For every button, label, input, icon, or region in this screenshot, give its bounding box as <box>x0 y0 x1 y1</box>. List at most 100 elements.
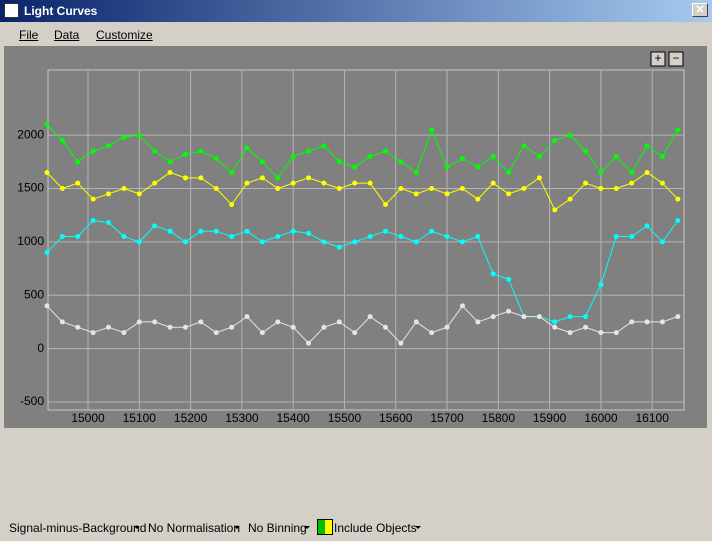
data-point <box>506 308 512 314</box>
data-point <box>213 156 219 162</box>
data-point <box>275 175 281 181</box>
data-point <box>259 159 265 165</box>
zoom-out-label[interactable]: − <box>672 51 679 65</box>
data-point <box>44 303 50 309</box>
data-point <box>352 330 358 336</box>
data-point <box>121 185 127 191</box>
data-point <box>413 191 419 197</box>
zoom-in-label[interactable]: + <box>654 51 661 65</box>
objects-dropdown[interactable]: Include Objects <box>334 521 417 535</box>
data-point <box>675 196 681 202</box>
data-point <box>59 234 65 240</box>
data-point <box>382 324 388 330</box>
data-point <box>213 228 219 234</box>
data-point <box>75 180 81 186</box>
data-point <box>44 250 50 256</box>
x-tick-label: 15800 <box>482 411 516 425</box>
data-point <box>613 330 619 336</box>
data-point <box>583 180 589 186</box>
data-point <box>136 132 142 138</box>
data-point <box>613 234 619 240</box>
data-point <box>429 185 435 191</box>
x-tick-label: 15100 <box>123 411 157 425</box>
data-point <box>444 164 450 170</box>
data-point <box>659 239 665 245</box>
close-button[interactable]: ✕ <box>692 3 708 17</box>
data-point <box>552 319 558 325</box>
data-point <box>613 185 619 191</box>
data-point <box>659 319 665 325</box>
menu-item[interactable]: Data <box>54 28 80 42</box>
data-point <box>182 324 188 330</box>
data-point <box>583 324 589 330</box>
data-point <box>583 148 589 154</box>
dropdown-arrow[interactable] <box>234 526 240 529</box>
data-point <box>290 153 296 159</box>
data-point <box>90 196 96 202</box>
data-point <box>290 324 296 330</box>
series-line <box>46 124 679 179</box>
data-point <box>552 207 558 213</box>
signal-dropdown[interactable]: Signal-minus-Background <box>9 521 147 535</box>
data-point <box>398 340 404 346</box>
data-point <box>367 153 373 159</box>
x-tick-label: 16100 <box>636 411 670 425</box>
data-point <box>336 244 342 250</box>
data-point <box>629 180 635 186</box>
data-point <box>152 180 158 186</box>
binning-dropdown[interactable]: No Binning <box>248 521 307 535</box>
data-point <box>106 324 112 330</box>
data-point <box>321 180 327 186</box>
data-point <box>629 319 635 325</box>
data-point <box>644 143 650 149</box>
data-point <box>352 239 358 245</box>
data-point <box>490 314 496 320</box>
data-point <box>675 127 681 133</box>
data-point <box>259 175 265 181</box>
app-icon <box>4 3 19 18</box>
data-point <box>598 282 604 288</box>
data-point <box>244 145 250 151</box>
data-point <box>244 314 250 320</box>
data-point <box>198 175 204 181</box>
data-point <box>506 169 512 175</box>
data-point <box>598 185 604 191</box>
data-point <box>44 169 50 175</box>
menu-item[interactable]: Customize <box>96 28 153 42</box>
data-point <box>182 239 188 245</box>
y-tick-label: 1000 <box>17 234 44 248</box>
data-point <box>167 228 173 234</box>
data-point <box>536 314 542 320</box>
data-point <box>152 319 158 325</box>
y-tick-label: 500 <box>24 287 44 301</box>
data-point <box>583 314 589 320</box>
window-title: Light Curves <box>24 4 98 18</box>
data-point <box>413 239 419 245</box>
data-point <box>598 169 604 175</box>
normalisation-dropdown[interactable]: No Normalisation <box>148 521 241 535</box>
data-point <box>506 276 512 282</box>
dropdown-arrow[interactable] <box>134 526 140 529</box>
zoom-out[interactable] <box>668 51 684 67</box>
menu-item[interactable]: File <box>19 28 39 42</box>
data-point <box>382 148 388 154</box>
data-point <box>275 234 281 240</box>
objects-icon[interactable] <box>317 519 333 535</box>
data-point <box>59 185 65 191</box>
data-point <box>121 134 127 140</box>
data-point <box>213 330 219 336</box>
x-tick-label: 15000 <box>71 411 105 425</box>
data-point <box>90 218 96 224</box>
data-point <box>182 151 188 157</box>
data-point <box>629 169 635 175</box>
dropdown-arrow[interactable] <box>304 526 310 529</box>
data-point <box>106 143 112 149</box>
data-point <box>367 180 373 186</box>
dropdown-arrow[interactable] <box>415 526 421 529</box>
data-point <box>490 180 496 186</box>
data-point <box>244 180 250 186</box>
data-point <box>336 319 342 325</box>
data-point <box>244 228 250 234</box>
data-point <box>136 191 142 197</box>
zoom-in[interactable] <box>650 51 666 67</box>
